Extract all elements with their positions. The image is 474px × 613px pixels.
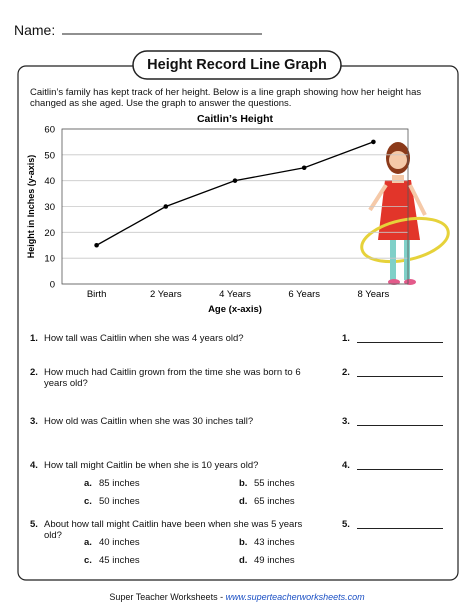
option-letter: c. [84, 555, 92, 566]
answer-number: 5. [342, 519, 350, 530]
question-number: 3. [30, 416, 38, 427]
answer-line [357, 528, 443, 529]
chart-title: Caitlin’s Height [197, 113, 274, 125]
answer-line [357, 425, 443, 426]
x-tick-label: 4 Years [219, 289, 251, 300]
y-tick-label: 10 [44, 254, 55, 265]
option-text: 55 inches [254, 478, 295, 489]
option-letter: b. [239, 537, 248, 548]
question-text: How tall was Caitlin when she was 4 year… [44, 333, 244, 344]
girl-illustration [360, 142, 450, 285]
y-tick-label: 40 [44, 176, 55, 187]
x-tick-label: 6 Years [288, 289, 320, 300]
option-letter: a. [84, 478, 92, 489]
data-point [94, 242, 99, 248]
option-text: 45 inches [99, 555, 140, 566]
data-point [163, 204, 169, 209]
data-line [96, 141, 374, 246]
y-tick-label: 60 [44, 125, 55, 136]
answer-number: 4. [342, 460, 350, 471]
y-tick-label: 50 [44, 150, 55, 161]
option-text: 85 inches [99, 478, 140, 489]
question-number: 4. [30, 460, 38, 471]
answer-line [357, 376, 443, 377]
y-axis-label: Height in Inches (y-axis) [26, 155, 36, 259]
y-tick-label: 20 [44, 228, 55, 239]
data-point [371, 139, 376, 145]
x-tick-label: 8 Years [358, 289, 390, 300]
option-text: 43 inches [254, 537, 295, 548]
chart: Caitlin’s Height 0 10 20 30 40 50 60 Height in I… [26, 113, 409, 315]
footer-text: Super Teacher Worksheets - [109, 592, 226, 602]
footer-url: www.superteacherworksheets.com [225, 592, 365, 602]
option-text: 50 inches [99, 496, 140, 507]
option-letter: a. [84, 537, 92, 548]
answer-line [357, 469, 443, 470]
question-text: About how tall might Caitlin have been w… [44, 519, 303, 541]
question-number: 5. [30, 519, 38, 530]
data-point [301, 165, 307, 171]
option-letter: d. [239, 496, 248, 507]
option-text: 65 inches [254, 496, 295, 507]
x-axis-label: Age (x-axis) [208, 304, 262, 315]
worksheet-title: Height Record Line Graph [147, 57, 327, 73]
data-point [232, 178, 238, 183]
question-text: How tall might Caitlin be when she is 10… [44, 460, 259, 471]
answer-number: 3. [342, 416, 350, 427]
option-letter: d. [239, 555, 248, 566]
x-tick-label: Birth [87, 289, 107, 300]
plot-frame [61, 128, 409, 285]
intro-text: Caitlin’s family has kept track of her h… [30, 87, 422, 109]
option-letter: b. [239, 478, 248, 489]
question-number: 2. [30, 367, 38, 378]
option-text: 49 inches [254, 555, 295, 566]
title-pill [132, 50, 342, 80]
option-text: 40 inches [99, 537, 140, 548]
footer: Super Teacher Worksheets - www.superteac… [0, 592, 474, 603]
answer-number: 2. [342, 367, 350, 378]
y-tick-label: 0 [50, 280, 55, 291]
name-label: Name: [14, 22, 56, 38]
question-text: How old was Caitlin when she was 30 inch… [44, 416, 254, 427]
x-tick-label: 2 Years [150, 289, 182, 300]
option-letter: c. [84, 496, 92, 507]
y-tick-label: 30 [44, 202, 55, 213]
answer-line [357, 342, 443, 343]
question-number: 1. [30, 333, 38, 344]
answer-number: 1. [342, 333, 350, 344]
question-text: How much had Caitlin grown from the time… [44, 367, 301, 389]
